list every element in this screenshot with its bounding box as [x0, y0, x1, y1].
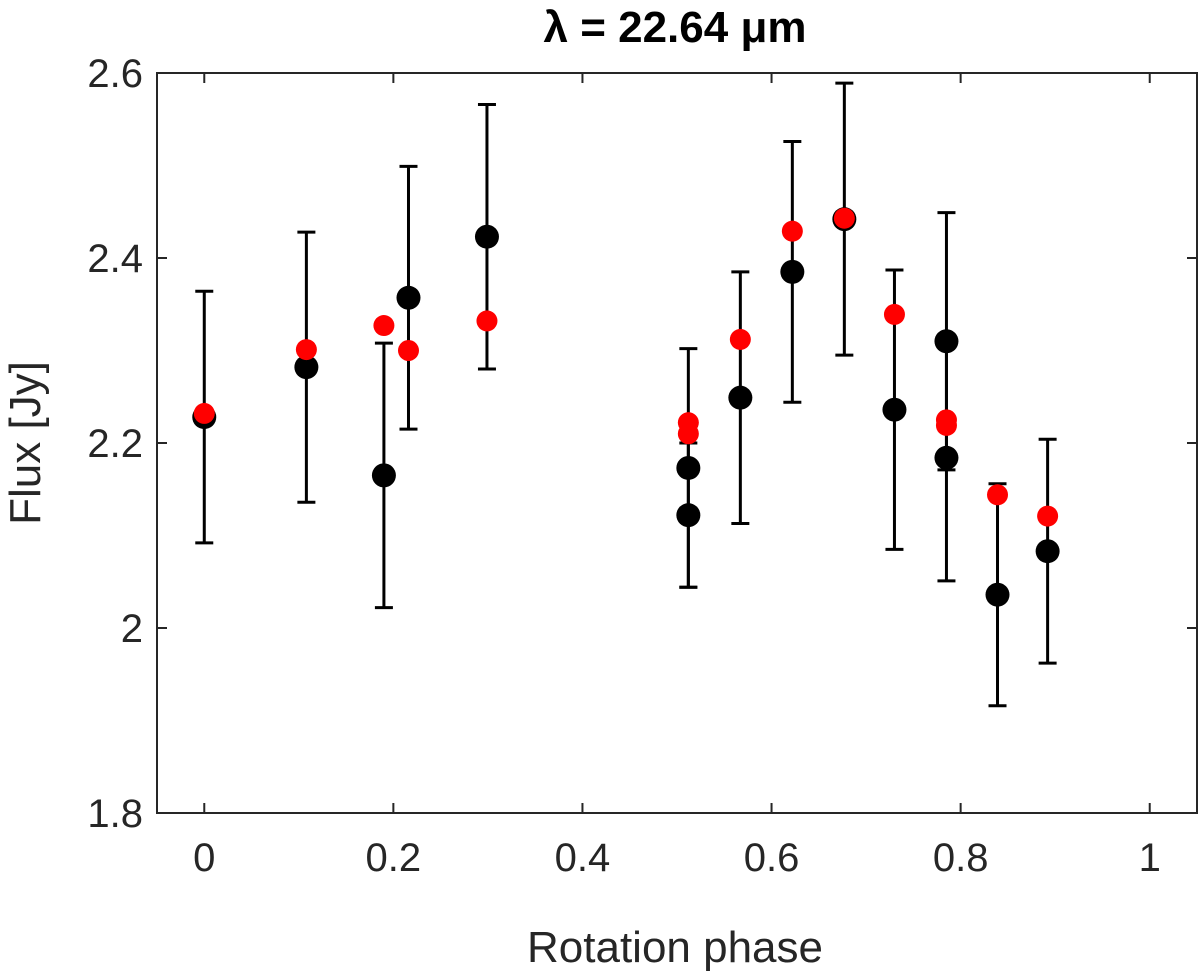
x-tick-label: 0.2: [366, 836, 422, 880]
model-point: [729, 328, 751, 350]
y-tick-label: 2.2: [87, 422, 143, 466]
model-point: [677, 423, 699, 445]
y-tick-label: 2: [121, 607, 143, 651]
x-tick-label: 0.8: [933, 836, 989, 880]
model-point: [193, 402, 215, 424]
observed-point: [396, 285, 421, 310]
observed-point: [371, 463, 396, 488]
y-axis-ticks: 1.8 2 2.2 2.4 2.6: [87, 52, 1197, 836]
y-axis-label: Flux [Jy]: [1, 361, 50, 525]
observed-point: [728, 385, 753, 410]
observed-point: [676, 503, 701, 528]
x-axis-ticks: 0 0.2 0.4 0.6 0.8 1: [193, 73, 1161, 880]
observed-point: [294, 355, 319, 380]
observed-point: [985, 582, 1010, 607]
observed-point: [1035, 539, 1060, 564]
model-point: [781, 220, 803, 242]
plot-frame: [156, 72, 1198, 814]
model-point: [476, 310, 498, 332]
x-axis-label: Rotation phase: [527, 923, 823, 972]
y-tick-label: 2.4: [87, 237, 143, 281]
model-point: [1037, 505, 1059, 527]
x-tick-label: 0.6: [744, 836, 800, 880]
model-point: [883, 303, 905, 325]
observed-point: [780, 259, 805, 284]
y-tick-label: 2.6: [87, 52, 143, 96]
y-tick-label: 1.8: [87, 792, 143, 836]
x-tick-label: 0.4: [555, 836, 611, 880]
series-observed: [192, 81, 1060, 708]
observed-point: [474, 224, 499, 249]
series-model: [193, 207, 1059, 527]
x-tick-label: 0: [193, 836, 215, 880]
data-series: [192, 81, 1060, 708]
model-point: [373, 315, 395, 337]
observed-point: [934, 445, 959, 470]
model-point: [987, 484, 1009, 506]
observed-point: [676, 455, 701, 480]
x-tick-label: 1: [1139, 836, 1161, 880]
model-point: [295, 339, 317, 361]
observed-point: [882, 397, 907, 422]
model-point: [833, 207, 855, 229]
observed-point: [934, 329, 959, 354]
model-point: [935, 414, 957, 436]
chart-title: λ = 22.64 μm: [544, 3, 807, 52]
model-point: [397, 340, 419, 361]
